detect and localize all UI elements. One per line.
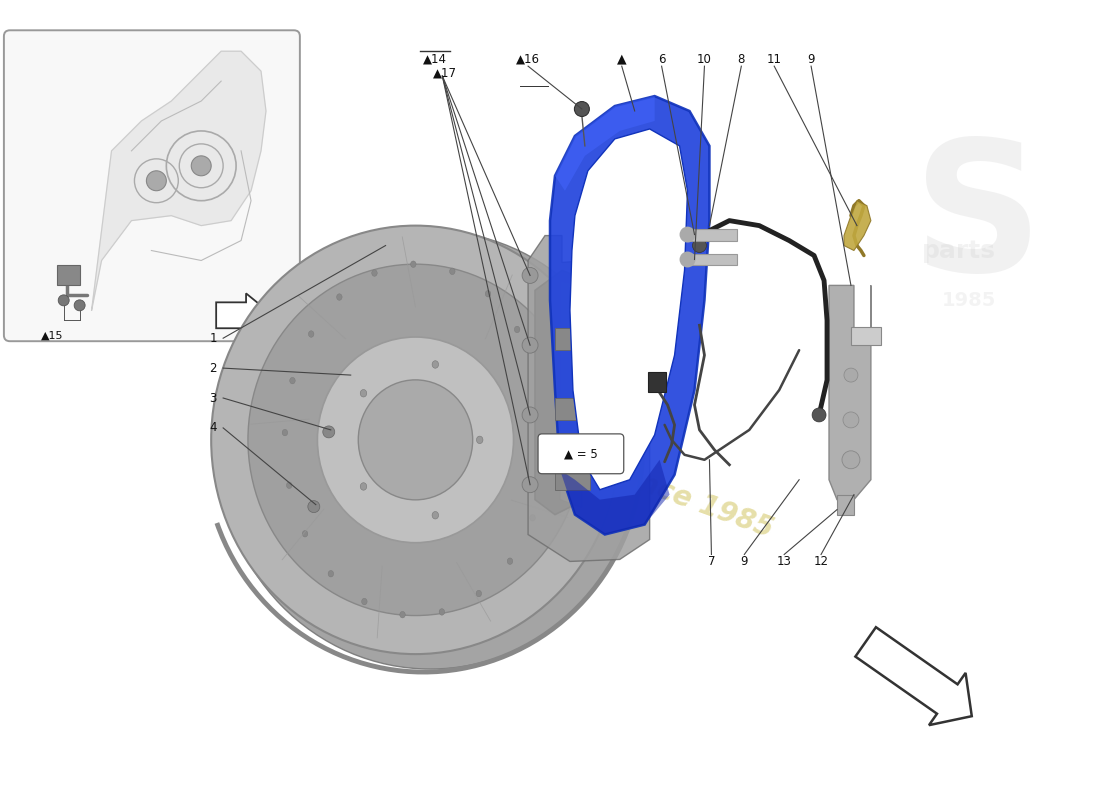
Ellipse shape bbox=[530, 514, 536, 521]
Ellipse shape bbox=[476, 590, 482, 597]
Ellipse shape bbox=[211, 226, 619, 654]
Circle shape bbox=[693, 238, 706, 253]
Circle shape bbox=[191, 156, 211, 176]
Text: 4: 4 bbox=[209, 422, 217, 434]
Text: 3: 3 bbox=[209, 391, 217, 405]
Ellipse shape bbox=[328, 570, 333, 577]
Bar bbox=[556, 328, 590, 350]
Text: 11: 11 bbox=[767, 53, 782, 66]
Ellipse shape bbox=[361, 390, 366, 397]
Ellipse shape bbox=[337, 294, 342, 300]
Text: 6: 6 bbox=[658, 53, 666, 66]
Circle shape bbox=[812, 408, 826, 422]
Ellipse shape bbox=[432, 361, 439, 368]
Circle shape bbox=[522, 407, 538, 423]
Ellipse shape bbox=[361, 482, 366, 490]
Text: 1985: 1985 bbox=[942, 291, 996, 310]
Bar bbox=[556, 468, 590, 490]
Ellipse shape bbox=[432, 511, 439, 519]
Polygon shape bbox=[837, 494, 854, 514]
Ellipse shape bbox=[485, 290, 491, 297]
Bar bbox=[851, 327, 881, 345]
Polygon shape bbox=[57, 266, 79, 286]
Ellipse shape bbox=[289, 378, 295, 384]
Circle shape bbox=[522, 267, 538, 283]
Circle shape bbox=[680, 226, 695, 242]
Polygon shape bbox=[556, 96, 654, 190]
Polygon shape bbox=[570, 129, 688, 490]
Ellipse shape bbox=[507, 558, 513, 565]
Text: 9: 9 bbox=[807, 53, 815, 66]
Circle shape bbox=[574, 102, 590, 117]
Polygon shape bbox=[856, 627, 971, 725]
Bar bbox=[688, 229, 737, 241]
Ellipse shape bbox=[439, 609, 444, 615]
Ellipse shape bbox=[515, 326, 520, 333]
Text: 2: 2 bbox=[209, 362, 217, 374]
Bar bbox=[688, 254, 737, 266]
Circle shape bbox=[522, 477, 538, 493]
Polygon shape bbox=[91, 51, 266, 310]
Ellipse shape bbox=[318, 337, 514, 542]
Text: ▲ = 5: ▲ = 5 bbox=[564, 447, 597, 460]
Text: a passion for parts since 1985: a passion for parts since 1985 bbox=[323, 356, 777, 544]
Text: ▲: ▲ bbox=[617, 53, 627, 66]
Circle shape bbox=[843, 412, 859, 428]
Bar bbox=[648, 372, 666, 392]
Polygon shape bbox=[550, 96, 710, 534]
FancyBboxPatch shape bbox=[4, 30, 300, 342]
Ellipse shape bbox=[535, 372, 540, 378]
Circle shape bbox=[844, 368, 858, 382]
Ellipse shape bbox=[410, 261, 416, 267]
Text: 12: 12 bbox=[814, 555, 828, 568]
Circle shape bbox=[842, 451, 860, 469]
Ellipse shape bbox=[308, 330, 314, 338]
Text: ▲15: ▲15 bbox=[41, 330, 63, 340]
Ellipse shape bbox=[476, 436, 483, 443]
Ellipse shape bbox=[219, 230, 642, 669]
Circle shape bbox=[58, 295, 69, 306]
Ellipse shape bbox=[542, 464, 548, 470]
Ellipse shape bbox=[362, 598, 367, 605]
Text: 10: 10 bbox=[697, 53, 712, 66]
Polygon shape bbox=[217, 294, 273, 338]
Circle shape bbox=[308, 501, 320, 513]
Polygon shape bbox=[829, 286, 871, 500]
Text: 8: 8 bbox=[738, 53, 745, 66]
Ellipse shape bbox=[302, 530, 308, 537]
Polygon shape bbox=[528, 235, 650, 562]
Polygon shape bbox=[844, 201, 871, 250]
Bar bbox=[556, 398, 590, 420]
Text: 7: 7 bbox=[707, 555, 715, 568]
Text: 9: 9 bbox=[740, 555, 748, 568]
Text: 1: 1 bbox=[209, 332, 217, 345]
FancyBboxPatch shape bbox=[538, 434, 624, 474]
Ellipse shape bbox=[286, 482, 292, 489]
Ellipse shape bbox=[399, 611, 405, 618]
Text: ▲14: ▲14 bbox=[424, 53, 448, 66]
Circle shape bbox=[522, 338, 538, 353]
Text: S: S bbox=[913, 133, 1044, 309]
Ellipse shape bbox=[372, 270, 377, 276]
Circle shape bbox=[146, 170, 166, 190]
Polygon shape bbox=[560, 460, 670, 534]
Text: 13: 13 bbox=[777, 555, 792, 568]
Ellipse shape bbox=[283, 430, 288, 436]
Circle shape bbox=[74, 300, 85, 311]
Ellipse shape bbox=[359, 380, 473, 500]
Text: ▲17: ▲17 bbox=[433, 66, 458, 80]
Polygon shape bbox=[535, 270, 575, 514]
Circle shape bbox=[322, 426, 334, 438]
Ellipse shape bbox=[248, 264, 583, 615]
Text: parts: parts bbox=[922, 238, 996, 262]
Text: ▲16: ▲16 bbox=[516, 53, 540, 66]
Ellipse shape bbox=[450, 268, 455, 274]
Circle shape bbox=[680, 251, 695, 267]
Polygon shape bbox=[560, 281, 582, 508]
